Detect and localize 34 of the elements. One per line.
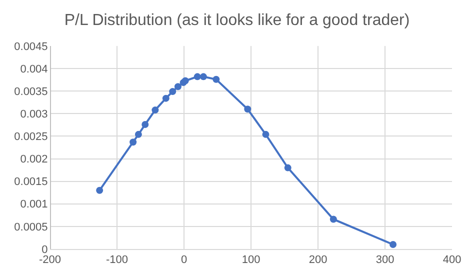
point — [169, 88, 176, 96]
point — [244, 106, 252, 113]
y-tick-label: 0.0035 — [14, 86, 48, 98]
y-tick-label: 0.0005 — [14, 221, 48, 234]
point — [262, 130, 270, 138]
point — [284, 164, 292, 172]
x-tick-label: 200 — [308, 254, 328, 266]
x-tick-label: 400 — [442, 254, 462, 266]
point — [162, 94, 170, 102]
point — [330, 216, 337, 223]
point — [142, 120, 149, 128]
point — [130, 138, 137, 146]
x-tick-label: 100 — [242, 254, 260, 266]
y-tick-label: 0.002 — [20, 154, 48, 166]
y-tick-label: 0.0045 — [14, 40, 48, 53]
point — [96, 186, 104, 194]
y-tick-label: 0 — [42, 244, 48, 256]
point — [390, 240, 397, 248]
y-tick-label: 0.003 — [20, 108, 48, 121]
chart-title: P/L Distribution (as it looks like for a good trader) — [64, 12, 410, 30]
point — [152, 106, 159, 114]
x-tick-label: -200 — [38, 254, 62, 266]
y-tick-label: 0.0025 — [14, 131, 48, 144]
y-tick-label: 0.004 — [20, 63, 48, 76]
x-tick-label: -100 — [106, 254, 128, 266]
point — [194, 73, 201, 80]
x-tick-label: 300 — [376, 254, 394, 266]
y-tick-label: 0.0015 — [14, 176, 48, 188]
y-tick-label: 0.001 — [20, 198, 48, 211]
point — [174, 83, 182, 90]
point — [200, 73, 207, 80]
point — [134, 130, 142, 138]
point — [212, 76, 220, 83]
x-tick-label: 0 — [180, 254, 188, 266]
